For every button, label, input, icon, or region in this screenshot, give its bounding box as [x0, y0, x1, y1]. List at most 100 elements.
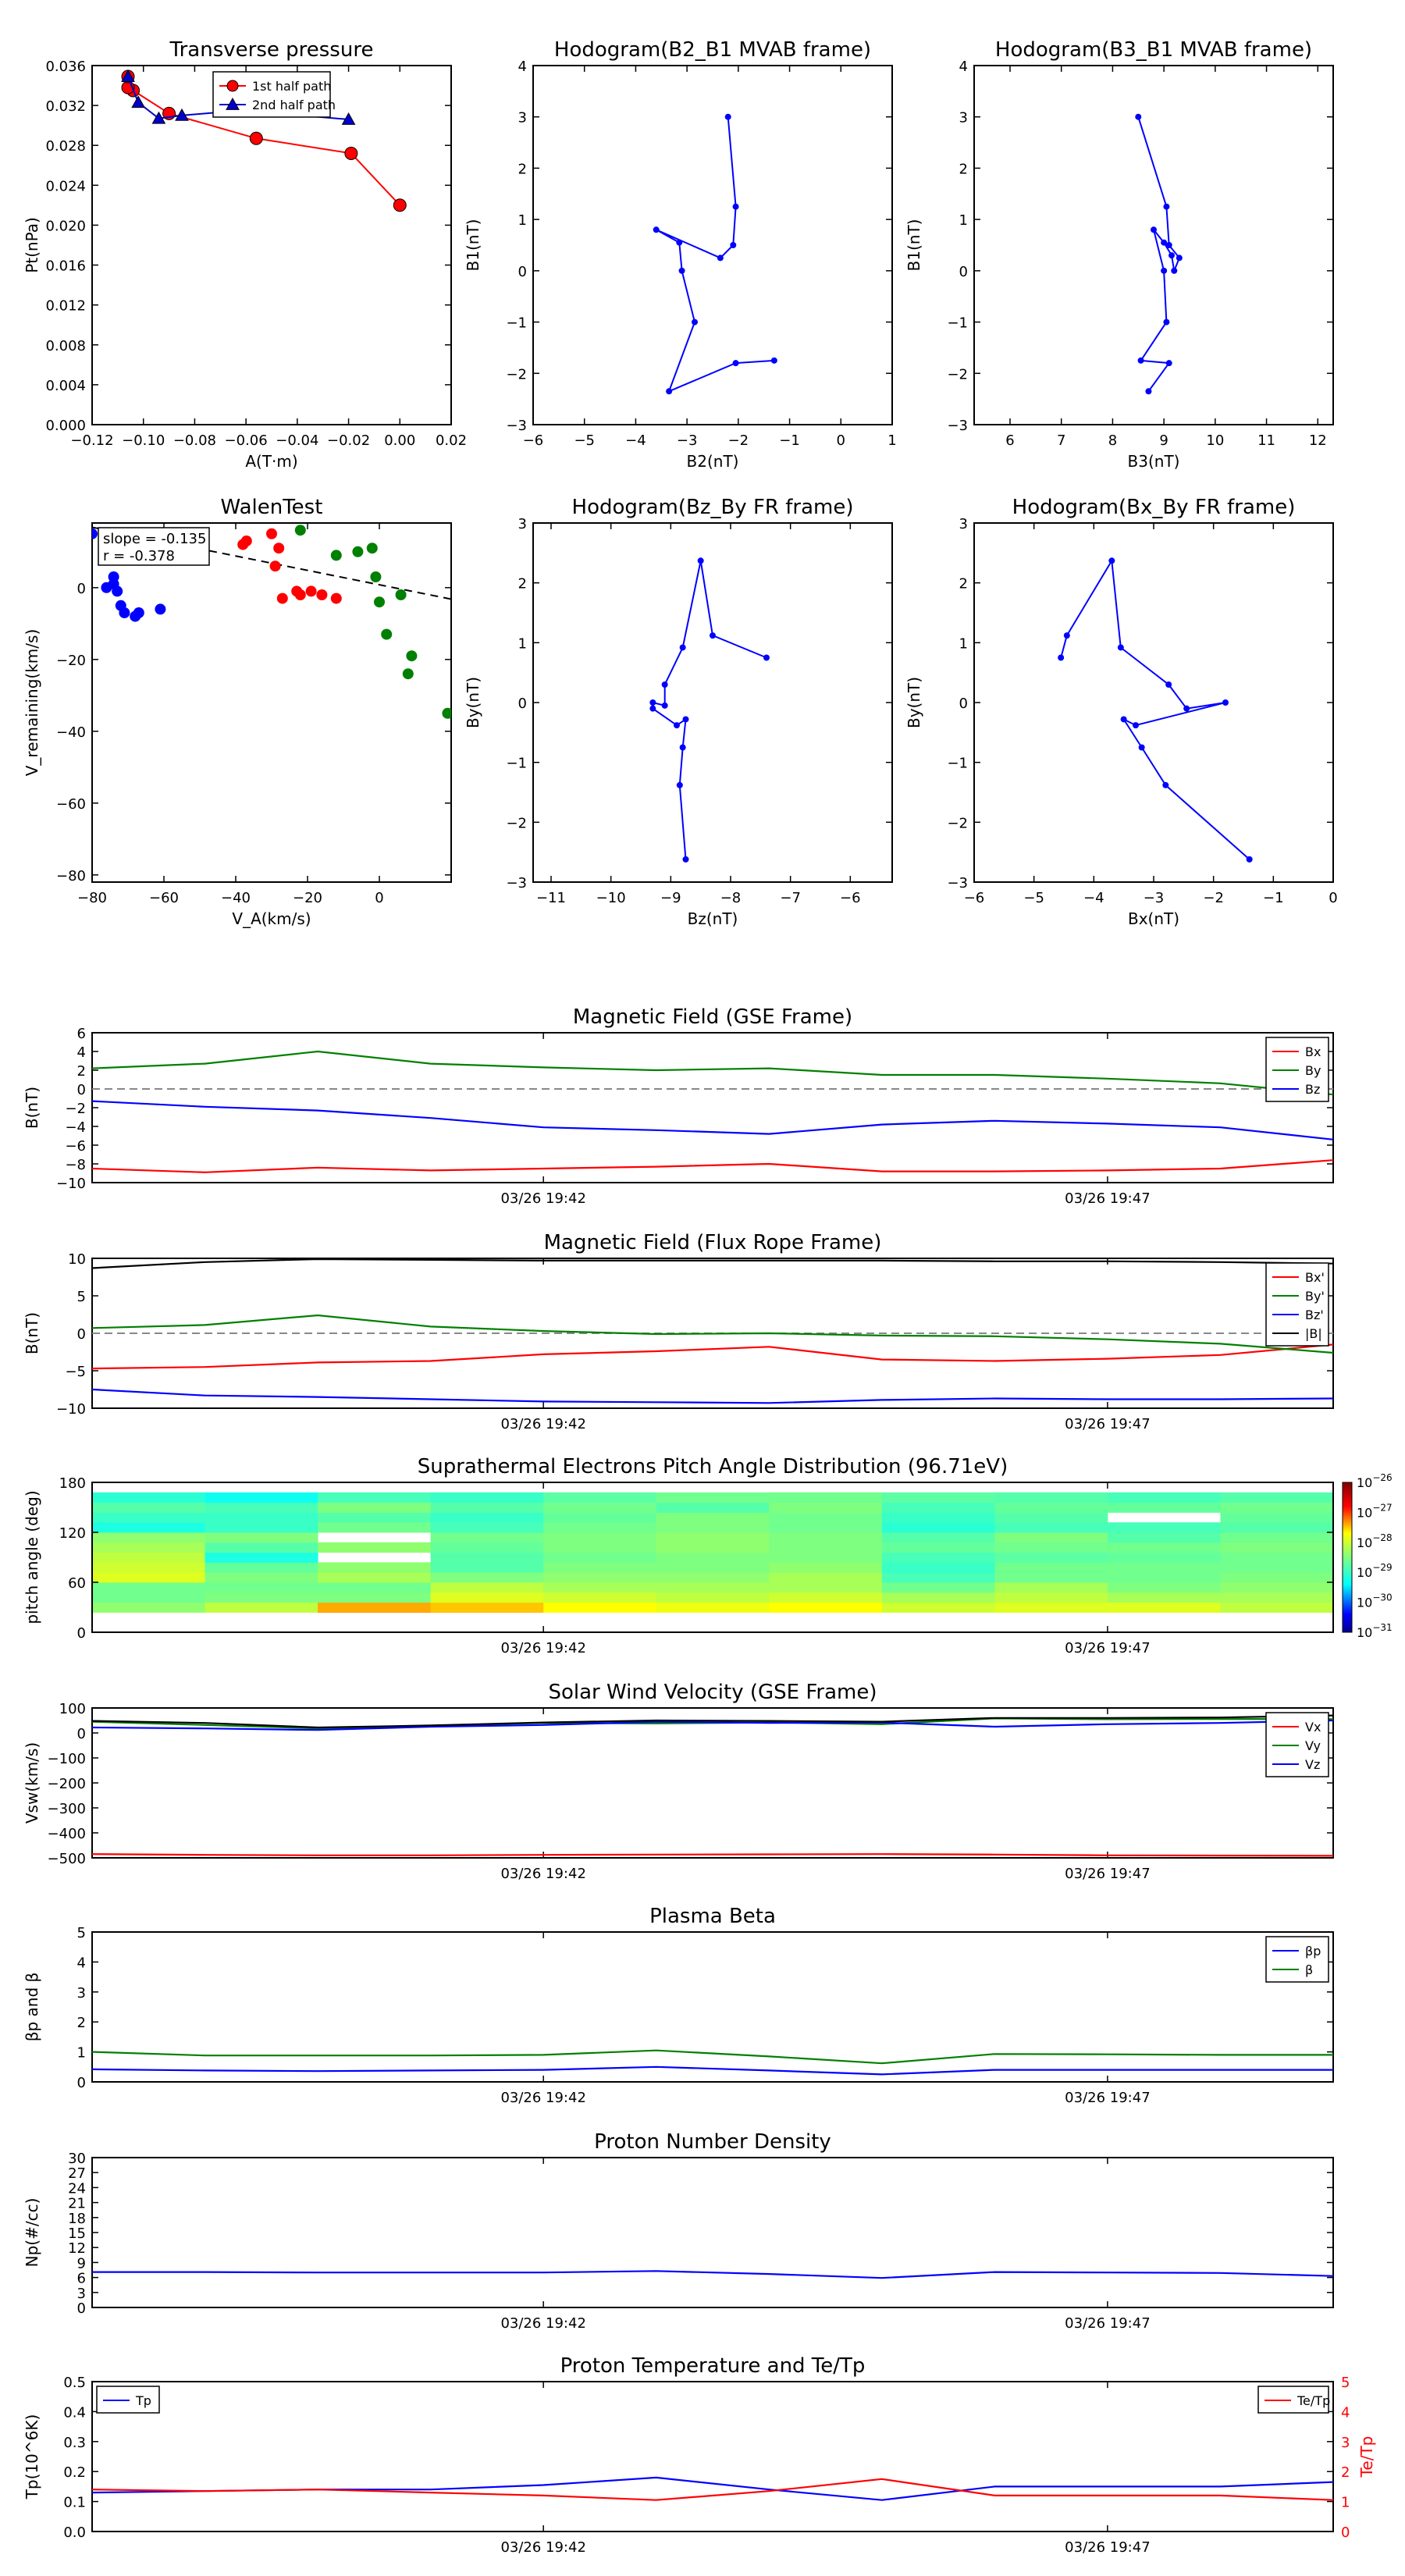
x-axis-label: B2(nT) — [687, 452, 739, 471]
y-tick-label: 4 — [77, 1044, 86, 1061]
data-point — [395, 589, 407, 600]
heatmap-cell — [769, 1542, 883, 1553]
y-axis-label: B(nT) — [23, 1087, 41, 1129]
y-tick-label: 0.012 — [45, 298, 86, 315]
legend-label: β — [1305, 1962, 1313, 1977]
data-point — [240, 535, 252, 546]
y-axis-label: V_remaining(km/s) — [23, 629, 41, 777]
heatmap-cell — [92, 1502, 206, 1513]
series-line — [92, 1719, 1333, 1731]
data-point — [724, 113, 731, 120]
heatmap-cell — [92, 1602, 206, 1613]
heatmap-cell — [656, 1522, 770, 1533]
y-tick-label: −300 — [48, 1801, 86, 1817]
legend-label: By' — [1305, 1289, 1325, 1304]
x-tick-label: −5 — [574, 432, 595, 449]
colorbar-tick-label: 10−29 — [1357, 1562, 1393, 1580]
x-tick-label: 0 — [375, 890, 383, 906]
data-point — [1165, 360, 1172, 367]
heatmap-cell — [656, 1602, 770, 1613]
heatmap-cell — [318, 1502, 432, 1513]
x-tick-label: 12 — [1309, 432, 1327, 449]
x-tick-label: −1 — [1263, 890, 1284, 906]
x-axis-label: A(T·m) — [245, 452, 297, 471]
y-tick-label: 3 — [518, 516, 527, 532]
y-tick-label: 5 — [77, 1289, 86, 1305]
data-point — [653, 226, 660, 233]
legend-label: |B| — [1305, 1326, 1322, 1341]
heatmap-cell — [92, 1592, 206, 1603]
y-tick-label: −2 — [947, 815, 968, 831]
legend-label: Bz — [1305, 1082, 1320, 1097]
x-tick-label: −20 — [293, 890, 322, 906]
data-point — [697, 557, 704, 564]
plot-frame — [532, 522, 893, 883]
heatmap-cell — [92, 1562, 206, 1573]
y-tick-label: 0 — [77, 1082, 86, 1098]
y-tick-label: 15 — [68, 2226, 86, 2242]
data-point — [269, 560, 281, 572]
y-tick-label: 18 — [68, 2211, 86, 2227]
heatmap-cell — [92, 1582, 206, 1593]
x-tick-label: −0.06 — [225, 432, 268, 449]
series-group — [92, 2049, 1333, 2076]
heatmap-cell — [994, 1552, 1108, 1563]
heatmap-cell — [205, 1522, 318, 1533]
y-tick-label: −200 — [48, 1776, 86, 1792]
data-point — [406, 650, 418, 662]
data-point — [679, 644, 686, 651]
data-point — [1163, 203, 1170, 210]
heatmap-cell — [205, 1532, 318, 1543]
data-point — [330, 592, 342, 604]
heatmap-cell — [994, 1572, 1108, 1583]
heatmap-cell — [994, 1512, 1108, 1523]
data-point — [121, 69, 135, 82]
plot-frame — [91, 522, 452, 883]
chart-title: WalenTest — [221, 496, 323, 519]
heatmap-cell — [92, 1522, 206, 1533]
heatmap-cell — [656, 1512, 770, 1523]
heatmap-cell — [205, 1502, 318, 1513]
legend-label: Tp — [135, 2393, 151, 2408]
plot-frame — [532, 65, 893, 425]
y-tick-label: 6 — [77, 1026, 86, 1042]
y2-axis-label: Te/Tp — [1357, 2436, 1376, 2478]
heatmap-cell — [1220, 1512, 1334, 1523]
data-point — [1058, 654, 1065, 661]
y-axis-label: Vsw(km/s) — [23, 1742, 41, 1823]
heatmap-cell — [543, 1562, 657, 1573]
heatmap-cell — [205, 1562, 318, 1573]
heatmap-cell — [430, 1512, 544, 1523]
y-tick-label: 0.004 — [45, 378, 86, 394]
heatmap-cell — [1220, 1562, 1334, 1573]
y-tick-label: −8 — [65, 1157, 86, 1173]
chart-title: Magnetic Field (Flux Rope Frame) — [544, 1231, 882, 1254]
annotation-text: r = -0.378 — [103, 548, 175, 564]
x-tick-label: 11 — [1257, 432, 1275, 449]
heatmap-cell — [994, 1492, 1108, 1503]
heatmap-cell — [92, 1532, 206, 1543]
x-tick-label: −0.10 — [122, 432, 165, 449]
heatmap-cell — [656, 1562, 770, 1573]
y-tick-label: 10 — [68, 1251, 86, 1268]
y-tick-label: 0 — [77, 2300, 86, 2317]
x-tick-label: −0.04 — [276, 432, 318, 449]
heatmap-cell — [318, 1572, 432, 1583]
y-tick-label: −3 — [506, 875, 527, 891]
data-point — [266, 528, 277, 539]
heatmap-cell — [881, 1562, 995, 1573]
y-tick-label: −2 — [506, 366, 527, 382]
heatmap-cell — [769, 1522, 883, 1533]
y-tick-label: 2 — [77, 2015, 86, 2031]
y-axis-label: By(nT) — [464, 677, 482, 728]
y-tick-label: 0.1 — [63, 2495, 86, 2511]
heatmap-cell — [543, 1542, 657, 1553]
series-group — [1058, 557, 1253, 863]
series-line — [92, 1343, 1333, 1370]
y-tick-label: 5 — [77, 1925, 86, 1941]
heatmap-cell — [430, 1492, 544, 1503]
x-tick-label: 03/26 19:47 — [1065, 1866, 1150, 1882]
heatmap-cell — [881, 1552, 995, 1563]
y-tick-label: 0.036 — [45, 59, 86, 75]
heatmap-cell — [769, 1552, 883, 1563]
